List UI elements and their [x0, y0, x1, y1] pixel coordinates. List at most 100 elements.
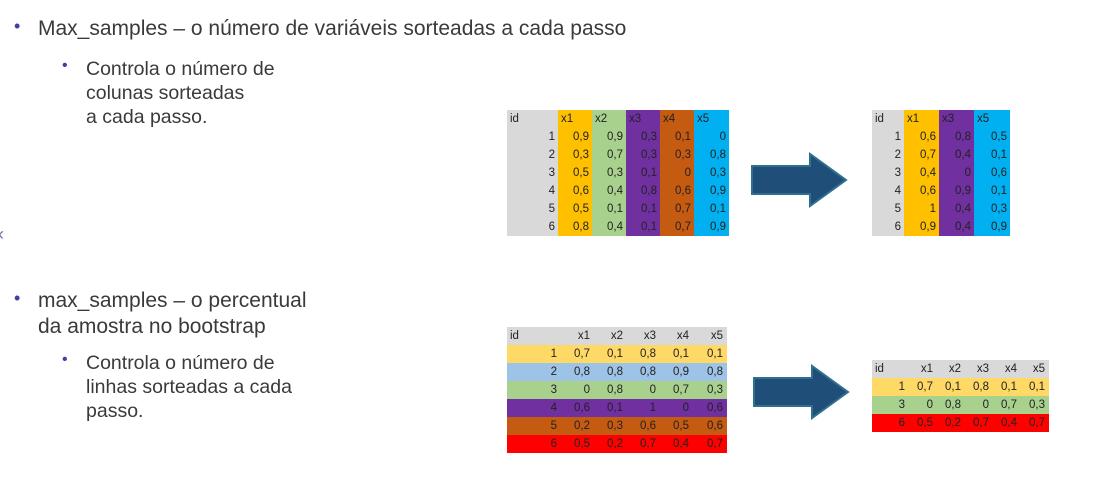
cell-id: 5: [507, 200, 558, 218]
cell-x5: 0,9: [694, 218, 729, 236]
table-row: 6 0,5 0,2 0,7 0,4 0,7: [872, 414, 1049, 432]
table-row: 3 0 0,8 0 0,7 0,3: [507, 381, 727, 399]
table-header-row: id x1 x2 x3 x4 x5: [507, 327, 727, 345]
table-rows-full: id x1 x2 x3 x4 x5 1 0,7 0,1 0,8 0,1 0,1 2 0,8 0…: [507, 327, 727, 453]
cell-x5: 0,3: [974, 200, 1010, 218]
sub-bullet-text-line2: linhas sorteadas a cada: [86, 376, 292, 398]
arrow-right-icon: [753, 364, 850, 420]
bullet-dot: •: [14, 16, 21, 36]
cell-id: 6: [872, 218, 904, 236]
cell-x2: 0,4: [592, 218, 626, 236]
table-row: 6 0,9 0,4 0,9: [872, 218, 1010, 236]
header-id: id: [875, 363, 884, 375]
cell-x1: 0,7: [917, 381, 933, 393]
stray-glyph: ‹: [0, 224, 4, 245]
cell-id: 3: [550, 384, 557, 396]
cell-x1: 0,7: [904, 146, 939, 164]
header-x4: x4: [676, 330, 689, 342]
cell-x2: 0,3: [607, 420, 623, 432]
cell-x5: 0: [694, 128, 729, 146]
header-x5: x5: [710, 330, 723, 342]
cell-x1: 1: [904, 200, 939, 218]
header-x3: x3: [643, 330, 656, 342]
cell-x3: 0,3: [626, 146, 660, 164]
cell-x3: 0: [649, 384, 656, 396]
table-columns-sampled: id x1 x3 x5 1 0,6 0,8 0,5 2 0,7 0,4 0,1 3 0,4 0 0…: [872, 110, 1010, 236]
cell-id: 4: [550, 402, 557, 414]
cell-x5: 0,9: [974, 218, 1010, 236]
cell-x3: 0,7: [973, 417, 989, 429]
cell-x2: 0,7: [592, 146, 626, 164]
header-x3: x3: [976, 363, 989, 375]
cell-x1: 0,8: [558, 218, 592, 236]
cell-id: 2: [872, 146, 904, 164]
cell-x3: 0,1: [626, 164, 660, 182]
cell-x5: 0,1: [1029, 381, 1045, 393]
cell-x2: 0,1: [592, 200, 626, 218]
cell-x5: 0,1: [974, 182, 1010, 200]
cell-id: 6: [898, 417, 905, 429]
cell-x3: 0,8: [973, 381, 989, 393]
cell-x2: 0,8: [607, 384, 623, 396]
table-row: 6 0,8 0,4 0,1 0,7 0,9: [507, 218, 729, 236]
cell-x2: 0,1: [945, 381, 961, 393]
cell-x3: 0: [982, 399, 989, 411]
cell-x2: 0,8: [607, 366, 623, 378]
cell-x1: 0,5: [558, 164, 592, 182]
table-row: 4 0,6 0,1 1 0 0,6: [507, 399, 727, 417]
cell-x5: 0,7: [707, 438, 723, 450]
table-row: 1 0,7 0,1 0,8 0,1 0,1: [507, 345, 727, 363]
sub-bullet-text-line1: Controla o número de: [86, 58, 275, 80]
header-id: id: [510, 330, 519, 342]
cell-id: 1: [872, 128, 904, 146]
cell-id: 2: [507, 146, 558, 164]
header-id: id: [872, 110, 904, 128]
cell-id: 1: [550, 348, 557, 360]
header-x2: x2: [948, 363, 961, 375]
table-row: 1 0,6 0,8 0,5: [872, 128, 1010, 146]
header-x2: x2: [610, 330, 623, 342]
bullet-dot: •: [14, 288, 21, 308]
cell-id: 3: [507, 164, 558, 182]
cell-x2: 0,8: [945, 399, 961, 411]
sub-bullet-dot: •: [62, 351, 68, 368]
cell-id: 5: [872, 200, 904, 218]
cell-x1: 0,5: [574, 438, 590, 450]
cell-x4: 0,7: [660, 200, 694, 218]
cell-id: 5: [550, 420, 557, 432]
cell-x1: 0,9: [558, 128, 592, 146]
cell-x5: 0,9: [694, 182, 729, 200]
cell-x1: 0: [926, 399, 933, 411]
cell-x5: 0,8: [707, 366, 723, 378]
cell-id: 2: [550, 366, 557, 378]
cell-x3: 0,4: [939, 146, 974, 164]
sub-bullet-text-line3: a cada passo.: [86, 106, 208, 128]
table-row: 4 0,6 0,4 0,8 0,6 0,9: [507, 182, 729, 200]
cell-x4: 0,3: [660, 146, 694, 164]
table-row: 5 0,2 0,3 0,6 0,5 0,6: [507, 417, 727, 435]
table-row: 2 0,7 0,4 0,1: [872, 146, 1010, 164]
table-row: 1 0,9 0,9 0,3 0,1 0: [507, 128, 729, 146]
cell-id: 4: [872, 182, 904, 200]
cell-x4: 0,4: [1001, 417, 1017, 429]
table-row: 3 0 0,8 0 0,7 0,3: [872, 396, 1049, 414]
cell-x1: 0,9: [904, 218, 939, 236]
cell-x3: 0,8: [626, 182, 660, 200]
cell-x4: 0,7: [673, 384, 689, 396]
header-x5: x5: [1032, 363, 1045, 375]
cell-x1: 0,5: [917, 417, 933, 429]
cell-x5: 0,8: [694, 146, 729, 164]
bullet-max-samples-rows-line2: da amostra no bootstrap: [38, 315, 266, 338]
header-x3: x3: [626, 110, 660, 128]
cell-id: 4: [507, 182, 558, 200]
cell-id: 1: [898, 381, 905, 393]
cell-x5: 0,6: [974, 164, 1010, 182]
cell-x4: 0,9: [673, 366, 689, 378]
cell-x2: 0,4: [592, 182, 626, 200]
cell-x3: 0,8: [939, 128, 974, 146]
cell-x2: 0,1: [607, 402, 623, 414]
cell-x2: 0,2: [945, 417, 961, 429]
table-row: 5 1 0,4 0,3: [872, 200, 1010, 218]
cell-x5: 0,3: [1029, 399, 1045, 411]
cell-id: 6: [550, 438, 557, 450]
